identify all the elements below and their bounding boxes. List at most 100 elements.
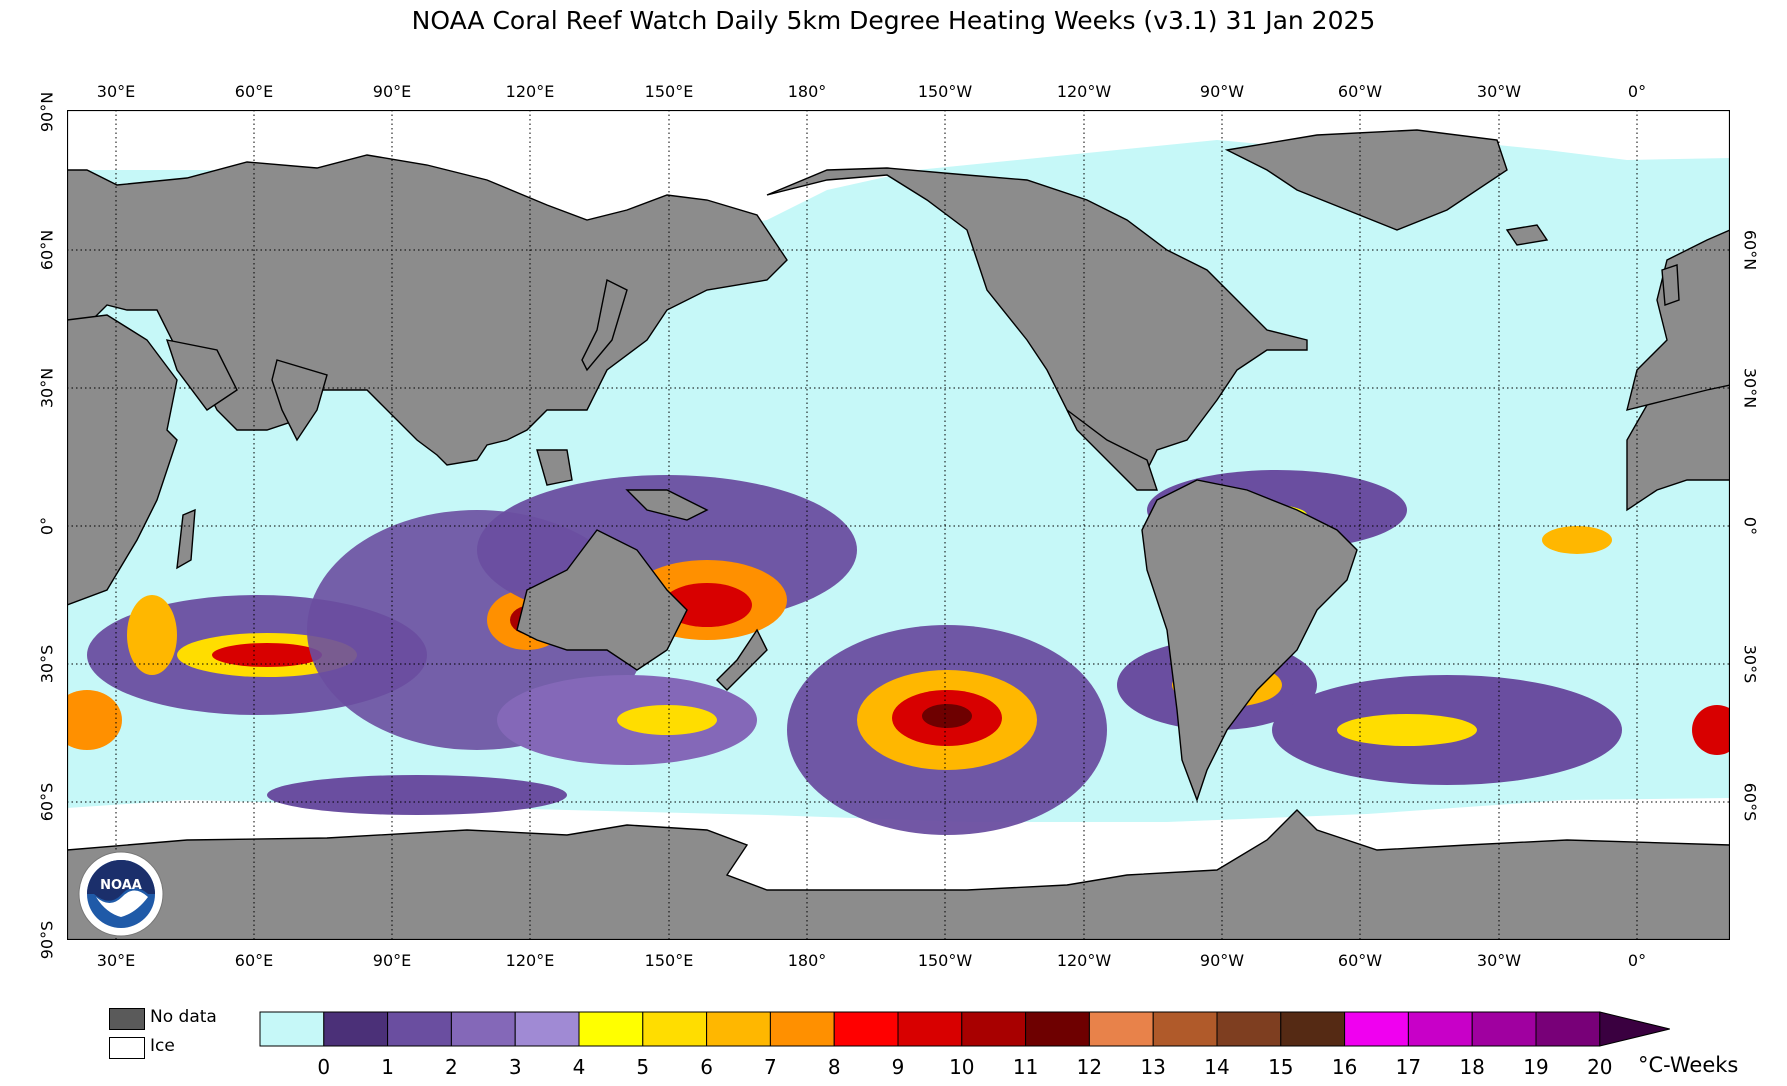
south-pacific-patch <box>922 704 972 728</box>
top-lon-label: 150°W <box>917 82 973 101</box>
south-indian-patch <box>212 643 322 667</box>
south-atlantic-patch <box>1337 714 1477 746</box>
colorbar-tick-label: 5 <box>636 1055 650 1079</box>
graticule <box>67 110 1730 940</box>
colorbar-segment <box>1344 1011 1409 1047</box>
colorbar-tick-label: 17 <box>1395 1055 1422 1079</box>
colorbar-segment <box>1152 1011 1218 1047</box>
top-lon-label: 30°E <box>96 82 136 101</box>
colorbar-segment <box>1535 1011 1601 1047</box>
noaa-logo-text: NOAA <box>100 878 142 893</box>
colorbar-segment <box>578 1011 644 1047</box>
dhw-colorbar <box>259 1011 1670 1047</box>
map-title: NOAA Coral Reef Watch Daily 5km Degree H… <box>411 6 1376 35</box>
uk-land <box>1661 264 1680 306</box>
colorbar-tick-label: 20 <box>1587 1055 1613 1079</box>
iceland-land <box>1505 224 1549 246</box>
map-frame <box>67 110 1730 940</box>
north-america-land <box>766 167 1308 472</box>
left-lat-label: 30°N <box>37 367 57 409</box>
left-lat-label: 90°N <box>37 91 57 133</box>
colorbar-segment <box>1471 1011 1537 1047</box>
colorbar-segment <box>961 1011 1027 1047</box>
ice-swatch <box>109 1037 145 1059</box>
top-lon-label: 0° <box>1627 82 1647 101</box>
colorbar-segment <box>450 1011 516 1047</box>
colorbar-tick-label: 2 <box>445 1055 458 1079</box>
left-lat-label: 30°S <box>37 644 57 684</box>
top-lon-label: 120°W <box>1056 82 1112 101</box>
top-lon-label: 60°E <box>234 82 274 101</box>
no-data-label: No data <box>150 1007 217 1027</box>
no-data-swatch <box>109 1008 145 1030</box>
dhw-world-map <box>67 110 1730 940</box>
colorbar-tick-label: 18 <box>1459 1055 1485 1079</box>
top-lon-label: 150°E <box>644 82 694 101</box>
left-lat-label: 60°S <box>37 782 57 822</box>
bottom-lon-label: 90°E <box>372 951 412 970</box>
agulhas-patch <box>67 690 122 750</box>
bottom-lon-label: 60°E <box>234 951 274 970</box>
colorbar-segment <box>387 1011 452 1047</box>
colorbar-tick-label: 19 <box>1523 1055 1549 1079</box>
top-lon-label: 120°E <box>505 82 555 101</box>
top-lon-label: 90°W <box>1199 82 1245 101</box>
benguela-patch <box>1692 705 1730 755</box>
colorbar-segment <box>897 1011 963 1047</box>
new-zealand-land <box>716 628 768 691</box>
land-masses <box>67 129 1730 940</box>
australia-land <box>516 529 688 671</box>
bottom-lon-label: 120°E <box>505 951 555 970</box>
europe-land <box>1626 229 1730 411</box>
noaa-logo: NOAA <box>78 851 164 937</box>
colorbar-tick-label: 7 <box>764 1055 777 1079</box>
colorbar-tick-label: 15 <box>1268 1055 1294 1079</box>
colorbar-tick-label: 6 <box>700 1055 713 1079</box>
colorbar-segment <box>833 1011 899 1047</box>
greenland-land <box>1224 129 1508 231</box>
colorbar-tick-label: 1 <box>381 1055 394 1079</box>
colorbar-tick-label: 12 <box>1076 1055 1103 1079</box>
colorbar-segment <box>769 1011 835 1047</box>
left-lat-label: 0° <box>37 516 57 536</box>
ice-label: Ice <box>150 1036 175 1056</box>
colorbar-tick-label: 8 <box>827 1055 841 1079</box>
colorbar-segment <box>1280 1011 1346 1047</box>
colorbar-tick-label: 10 <box>949 1055 975 1079</box>
colorbar-segment <box>259 1011 325 1047</box>
colorbar-extend-arrow <box>1599 1011 1670 1047</box>
arabia-land <box>165 339 238 411</box>
southern-ocean-patch <box>267 775 567 815</box>
top-lon-label: 30°W <box>1476 82 1522 101</box>
colorbar-segment <box>514 1011 580 1047</box>
right-lat-label: 30°N <box>1740 367 1760 409</box>
colorbar-tick-label: 13 <box>1140 1055 1166 1079</box>
bottom-lon-label: 180° <box>787 951 827 970</box>
bottom-lon-label: 30°E <box>96 951 136 970</box>
bottom-lon-label: 0° <box>1627 951 1647 970</box>
bottom-lon-label: 60°W <box>1337 951 1383 970</box>
colorbar-segment <box>1088 1011 1154 1047</box>
japan-land <box>581 278 628 372</box>
right-lat-label: 0° <box>1740 516 1760 536</box>
south-america-land <box>1141 479 1358 803</box>
colorbar-segment <box>642 1011 708 1047</box>
colorbar-segment <box>323 1011 389 1047</box>
top-lon-label: 180° <box>787 82 827 101</box>
bottom-lon-label: 150°E <box>644 951 694 970</box>
colorbar-tick-label: 16 <box>1331 1055 1358 1079</box>
left-lat-label: 90°S <box>37 920 57 960</box>
colorbar-tick-label: 14 <box>1204 1055 1230 1079</box>
borneo-land <box>536 449 573 486</box>
colorbar-tick-label: 3 <box>508 1055 522 1079</box>
left-lat-label: 60°N <box>37 229 57 271</box>
madagascar-land <box>176 508 196 570</box>
mozambique-patch <box>127 595 177 675</box>
colorbar-tick-label: 11 <box>1012 1055 1039 1079</box>
colorbar-tick-label: 4 <box>572 1055 586 1079</box>
arctic-ice <box>67 110 1730 310</box>
south-australia-patch <box>617 705 717 735</box>
colorbar-tick-label: 0 <box>317 1055 331 1079</box>
india-land <box>271 359 328 442</box>
colorbar-units: °C-Weeks <box>1638 1053 1739 1077</box>
